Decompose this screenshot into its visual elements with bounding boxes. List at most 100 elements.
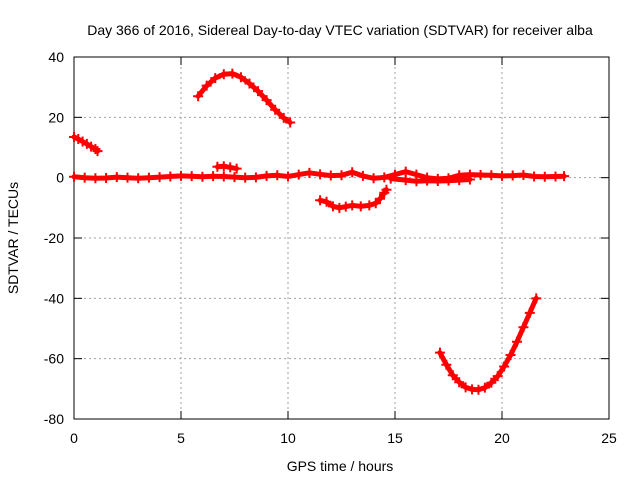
data-point — [272, 170, 283, 181]
data-point — [355, 201, 366, 212]
series-track-lower-band — [385, 173, 475, 187]
data-point — [441, 359, 452, 370]
data-point — [244, 78, 255, 89]
data-point — [79, 172, 90, 183]
data-point — [460, 382, 471, 393]
chart-title: Day 366 of 2016, Sidereal Day-to-day VTE… — [87, 22, 593, 38]
data-point — [101, 172, 112, 183]
data-point — [336, 170, 347, 181]
data-point — [253, 86, 264, 97]
data-point — [176, 170, 186, 181]
data-point — [315, 195, 326, 206]
data-point — [327, 201, 338, 212]
data-point — [524, 307, 535, 318]
x-tick-label: 5 — [177, 430, 185, 446]
data-point — [464, 174, 475, 185]
series-track-start-decline — [69, 131, 103, 157]
y-axis-label: SDTVAR / TECUs — [5, 182, 21, 294]
data-point — [304, 167, 315, 178]
x-tick-label: 15 — [387, 430, 403, 446]
data-point — [218, 161, 229, 172]
y-tick-label: -20 — [44, 230, 64, 246]
data-point — [218, 171, 229, 182]
data-point — [261, 170, 272, 181]
series-track-deep-trough — [434, 293, 542, 395]
data-point — [454, 377, 465, 388]
data-point — [334, 202, 345, 213]
x-axis-label: GPS time / hours — [287, 458, 394, 474]
series-track-arc-peak — [193, 68, 296, 128]
data-point — [518, 169, 529, 180]
data-point — [218, 69, 229, 80]
data-point — [434, 347, 445, 358]
data-point — [507, 170, 518, 181]
data-point — [357, 170, 368, 181]
data-point — [154, 172, 165, 183]
data-point — [90, 144, 101, 155]
data-point — [210, 73, 221, 84]
data-point — [539, 171, 550, 182]
data-point — [505, 350, 516, 361]
data-point — [518, 322, 529, 333]
data-point — [486, 170, 497, 181]
series-line — [195, 71, 293, 125]
data-point — [193, 91, 204, 102]
data-point — [443, 175, 454, 186]
data-point — [411, 176, 422, 187]
x-tick-label: 20 — [494, 430, 510, 446]
series-track-short-blob — [212, 161, 242, 174]
data-point — [559, 171, 570, 182]
data-points — [69, 68, 570, 395]
data-point — [321, 196, 332, 207]
x-tick-label: 0 — [70, 430, 78, 446]
data-point — [111, 172, 122, 183]
data-point — [285, 117, 296, 128]
data-point — [229, 172, 240, 183]
data-point — [122, 172, 133, 183]
data-point — [497, 170, 507, 181]
data-point — [529, 171, 540, 182]
y-tick-label: -80 — [44, 411, 64, 427]
data-point — [492, 371, 503, 382]
y-tick-label: 20 — [48, 109, 64, 125]
data-point — [454, 175, 465, 186]
data-point — [325, 170, 336, 181]
x-tick-label: 10 — [280, 430, 296, 446]
axis-ticks: 0 5 10 15 20 25 -80 -60 -40 -20 0 20 40 — [44, 49, 617, 446]
data-point — [227, 68, 238, 79]
data-point — [283, 171, 293, 182]
data-point — [293, 169, 304, 180]
data-point — [225, 162, 236, 173]
data-point — [422, 175, 433, 186]
series-line — [437, 295, 539, 393]
y-tick-label: -40 — [44, 290, 64, 306]
data-point — [364, 200, 375, 211]
data-point — [479, 382, 490, 393]
data-point — [432, 175, 443, 186]
y-tick-label: 0 — [56, 170, 64, 186]
data-point — [231, 163, 242, 174]
data-point — [385, 173, 396, 184]
x-tick-label: 25 — [601, 430, 617, 446]
data-point — [208, 171, 219, 182]
data-point — [511, 336, 522, 347]
y-tick-label: -60 — [44, 351, 64, 367]
data-point — [379, 172, 390, 183]
data-point — [250, 172, 261, 183]
data-point — [550, 171, 561, 182]
data-point — [69, 171, 79, 182]
data-point — [315, 169, 326, 180]
data-point — [400, 166, 411, 177]
data-point — [499, 361, 510, 372]
data-point — [92, 146, 103, 157]
data-point — [133, 173, 144, 184]
data-point — [186, 171, 197, 182]
data-point — [201, 80, 212, 91]
data-point — [235, 72, 246, 83]
y-tick-label: 40 — [48, 49, 64, 65]
data-point — [347, 167, 358, 178]
data-point — [531, 293, 542, 304]
